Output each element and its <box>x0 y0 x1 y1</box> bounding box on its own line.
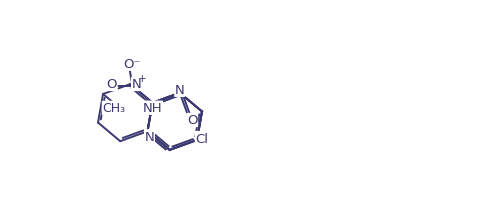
Text: CH₃: CH₃ <box>103 102 125 115</box>
Text: O: O <box>107 78 117 91</box>
Text: O⁻: O⁻ <box>124 58 141 71</box>
Text: O: O <box>187 114 197 127</box>
Text: NH: NH <box>143 102 162 115</box>
Text: +: + <box>138 74 147 84</box>
Text: N: N <box>175 84 185 97</box>
Text: N: N <box>144 130 154 143</box>
Text: Cl: Cl <box>195 132 209 145</box>
Text: N: N <box>131 78 141 91</box>
